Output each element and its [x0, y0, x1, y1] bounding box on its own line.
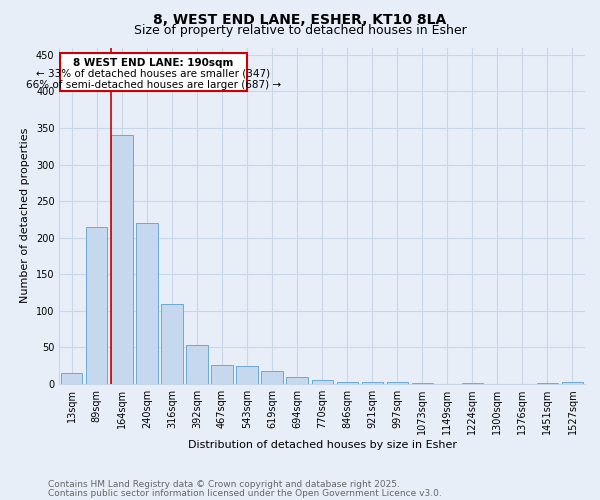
Bar [562, 382, 583, 384]
Text: 8, WEST END LANE, ESHER, KT10 8LA: 8, WEST END LANE, ESHER, KT10 8LA [154, 12, 446, 26]
Text: 66% of semi-detached houses are larger (687) →: 66% of semi-detached houses are larger (… [26, 80, 281, 90]
Bar [412, 383, 433, 384]
Bar [111, 136, 133, 384]
Text: Contains HM Land Registry data © Crown copyright and database right 2025.: Contains HM Land Registry data © Crown c… [48, 480, 400, 489]
Bar [211, 365, 233, 384]
Text: ← 33% of detached houses are smaller (347): ← 33% of detached houses are smaller (34… [37, 68, 271, 78]
Bar [161, 304, 182, 384]
Bar [61, 373, 82, 384]
Bar [537, 383, 558, 384]
Bar [236, 366, 257, 384]
Bar [386, 382, 408, 384]
Bar [86, 226, 107, 384]
Bar [60, 54, 247, 92]
Text: Contains public sector information licensed under the Open Government Licence v3: Contains public sector information licen… [48, 488, 442, 498]
Bar [311, 380, 333, 384]
Text: Size of property relative to detached houses in Esher: Size of property relative to detached ho… [134, 24, 466, 37]
Text: 8 WEST END LANE: 190sqm: 8 WEST END LANE: 190sqm [73, 58, 233, 68]
Bar [462, 383, 483, 384]
Bar [136, 223, 158, 384]
X-axis label: Distribution of detached houses by size in Esher: Distribution of detached houses by size … [188, 440, 457, 450]
Bar [262, 371, 283, 384]
Bar [286, 378, 308, 384]
Bar [187, 345, 208, 384]
Bar [337, 382, 358, 384]
Bar [362, 382, 383, 384]
Y-axis label: Number of detached properties: Number of detached properties [20, 128, 30, 304]
